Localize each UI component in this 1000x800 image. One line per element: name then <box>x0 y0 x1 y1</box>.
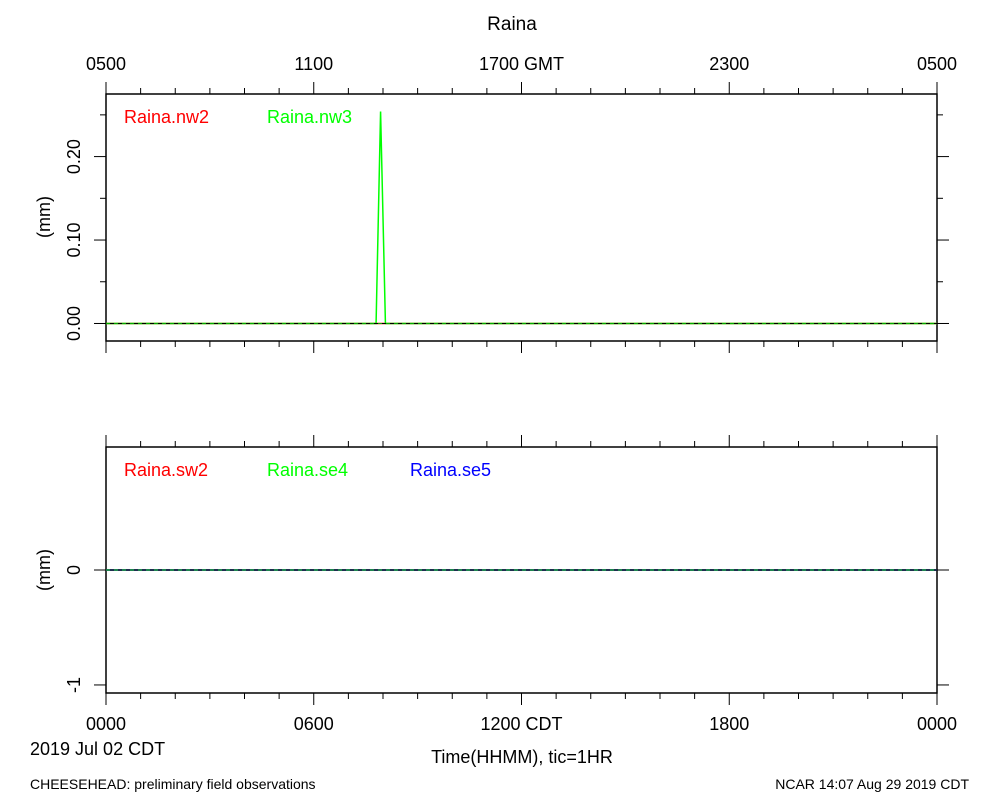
date-label: 2019 Jul 02 CDT <box>30 739 165 759</box>
bottom-tick-label: 0600 <box>294 714 334 734</box>
x-axis-label: Time(HHMM), tic=1HR <box>431 747 613 767</box>
bottom-tick-label: 1800 <box>709 714 749 734</box>
top-tick-label: 0500 <box>86 54 126 74</box>
legend-entry: Raina.nw2 <box>124 107 209 127</box>
y-tick-label: 0.20 <box>64 139 84 174</box>
panel-lower: -1 0 (mm) Raina.sw2 Raina.se4 Raina.se5 <box>34 435 949 705</box>
upper-plot-frame <box>105 93 938 342</box>
top-tick-label: 1100 <box>294 54 333 74</box>
y-tick-label: 0.00 <box>64 306 84 341</box>
figure-title: Raina <box>487 14 537 35</box>
legend-entry: Raina.sw2 <box>124 460 208 480</box>
footer-left: CHEESEHEAD: preliminary field observatio… <box>30 776 316 792</box>
y-tick-label: 0.10 <box>64 223 84 258</box>
bottom-tick-label: 0000 <box>86 714 126 734</box>
series-line-Raina-nw3 <box>106 111 937 325</box>
top-tick-label: 1700 GMT <box>479 54 564 74</box>
legend-entry: Raina.se5 <box>410 460 491 480</box>
legend-entry: Raina.nw3 <box>267 107 352 127</box>
bottom-tick-label: 1200 CDT <box>480 714 562 734</box>
lower-legend: Raina.sw2 Raina.se4 Raina.se5 <box>124 460 491 480</box>
top-tick-label: 2300 <box>709 54 749 74</box>
y-tick-label: -1 <box>64 677 84 693</box>
top-axis-gmt: 0500 1100 1700 GMT 2300 0500 <box>86 54 957 74</box>
lower-y-axis-label: (mm) <box>34 549 54 591</box>
upper-series <box>95 111 949 325</box>
upper-y-axis-label: (mm) <box>34 196 54 238</box>
y-tick-label: 0 <box>64 565 84 575</box>
upper-ticks: 0.00 0.10 0.20 <box>64 82 949 353</box>
footer-right: NCAR 14:07 Aug 29 2019 CDT <box>775 776 969 792</box>
bottom-axis-cdt: 0000 0600 1200 CDT 1800 0000 <box>86 714 957 734</box>
panel-upper: 0.00 0.10 0.20 (mm) Raina.nw2 Raina.nw3 <box>34 82 949 353</box>
legend-entry: Raina.se4 <box>267 460 348 480</box>
lower-ticks: -1 0 <box>64 435 949 705</box>
upper-legend: Raina.nw2 Raina.nw3 <box>124 107 352 127</box>
bottom-tick-label: 0000 <box>917 714 957 734</box>
top-tick-label: 0500 <box>917 54 957 74</box>
